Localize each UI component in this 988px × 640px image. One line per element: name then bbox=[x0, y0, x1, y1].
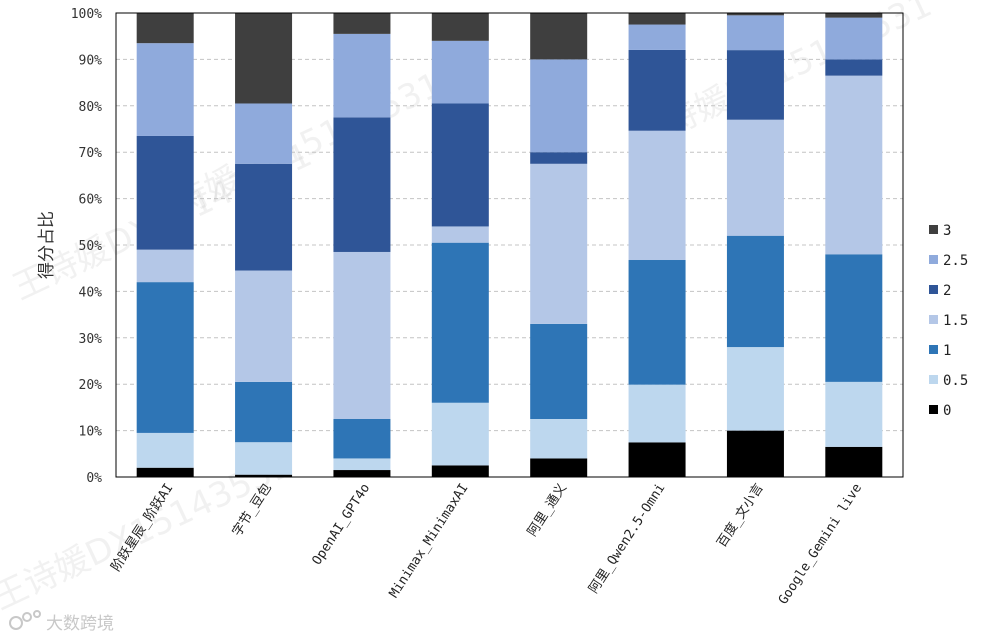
bar-segment bbox=[628, 13, 686, 25]
bar-segment bbox=[333, 13, 391, 34]
bar-segment bbox=[726, 347, 784, 431]
y-tick-label: 20% bbox=[79, 378, 103, 393]
y-axis-label: 得分占比 bbox=[37, 211, 57, 279]
y-tick-label: 10% bbox=[79, 425, 103, 440]
bar-segment bbox=[431, 465, 489, 477]
bar-segment bbox=[628, 130, 686, 261]
bar-segment bbox=[235, 474, 293, 477]
bar-segment bbox=[530, 163, 588, 324]
x-category-label: 百度_文小言 bbox=[714, 480, 767, 550]
bar-segment bbox=[333, 251, 391, 419]
y-tick-label: 50% bbox=[79, 239, 103, 254]
bar-segment bbox=[530, 458, 588, 477]
legend: 3 2.5 2 1.5 1 0.5 0 bbox=[929, 223, 968, 419]
bar-segment bbox=[431, 242, 489, 403]
legend-swatch bbox=[929, 315, 938, 324]
bar-segment bbox=[628, 49, 686, 131]
bar-segment bbox=[431, 40, 489, 104]
y-tick-label: 40% bbox=[79, 285, 103, 300]
bar-segment bbox=[825, 59, 883, 76]
y-tick-label: 30% bbox=[79, 332, 103, 347]
bar-segment bbox=[235, 381, 293, 443]
bar-segment bbox=[530, 13, 588, 60]
x-category-label: Minimax_MinimaxAI bbox=[387, 481, 472, 601]
bars bbox=[136, 13, 883, 477]
bar-segment bbox=[825, 381, 883, 447]
bar-segment bbox=[333, 117, 391, 252]
bar-segment bbox=[530, 323, 588, 419]
bar-segment bbox=[235, 13, 293, 104]
bar-segment bbox=[431, 13, 489, 41]
bar-segment bbox=[726, 430, 784, 477]
legend-label: 3 bbox=[943, 223, 951, 239]
y-tick-label: 100% bbox=[71, 7, 102, 22]
x-category-label: 阿里_Qwen2.5-Omni bbox=[586, 481, 668, 596]
bar-segment bbox=[431, 226, 489, 243]
x-category-label: 阿里_通义 bbox=[525, 481, 570, 539]
bar-segment bbox=[235, 103, 293, 164]
y-tick-label: 80% bbox=[79, 100, 103, 115]
legend-label: 0 bbox=[943, 403, 951, 419]
bar-segment bbox=[235, 442, 293, 475]
bar-segment bbox=[431, 103, 489, 227]
bar-segment bbox=[825, 75, 883, 255]
bar-segment bbox=[431, 402, 489, 466]
y-tick-label: 60% bbox=[79, 193, 103, 208]
bar-segment bbox=[726, 15, 784, 51]
bar-segment bbox=[628, 384, 686, 443]
y-tick-label: 70% bbox=[79, 146, 103, 161]
bar-segment bbox=[333, 419, 391, 459]
bar-segment bbox=[726, 13, 784, 16]
legend-swatch bbox=[929, 225, 938, 234]
legend-label: 2 bbox=[943, 283, 951, 299]
bar-segment bbox=[726, 50, 784, 120]
x-category-label: OpenAI_GPT4o bbox=[310, 481, 374, 568]
bar-segment bbox=[530, 59, 588, 153]
bar-segment bbox=[530, 419, 588, 459]
brand-logo: 大数跨境 bbox=[9, 610, 114, 634]
bar-segment bbox=[333, 33, 391, 118]
bar-segment bbox=[136, 135, 194, 250]
bar-segment bbox=[628, 260, 686, 385]
bar-segment bbox=[136, 282, 194, 433]
brand-logo-icon bbox=[9, 610, 41, 630]
bar-segment bbox=[333, 470, 391, 477]
y-tick-label: 90% bbox=[79, 53, 103, 68]
x-category-label: Google_Gemini live bbox=[776, 481, 865, 607]
legend-label: 1 bbox=[943, 343, 951, 359]
bar-segment bbox=[628, 442, 686, 477]
bar-segment bbox=[726, 235, 784, 348]
brand-logo-text: 大数跨境 bbox=[46, 614, 114, 634]
bar-segment bbox=[530, 152, 588, 164]
bar-segment bbox=[825, 254, 883, 382]
bar-segment bbox=[235, 270, 293, 382]
legend-label: 1.5 bbox=[943, 313, 968, 329]
bar-segment bbox=[235, 163, 293, 271]
bar-segment bbox=[136, 43, 194, 136]
legend-swatch bbox=[929, 255, 938, 264]
bar-segment bbox=[726, 119, 784, 236]
y-axis-ticks: 0% 10% 20% 30% 40% 50% 60% 70% 80% 90% 100% bbox=[71, 7, 102, 486]
legend-label: 0.5 bbox=[943, 373, 968, 389]
bar-segment bbox=[825, 17, 883, 60]
bar-segment bbox=[136, 13, 194, 44]
legend-swatch bbox=[929, 405, 938, 414]
bar-segment bbox=[136, 432, 194, 468]
gridlines bbox=[116, 58, 903, 432]
bar-segment bbox=[136, 467, 194, 477]
bar-segment bbox=[825, 13, 883, 18]
y-tick-label: 0% bbox=[86, 471, 102, 486]
bar-segment bbox=[333, 458, 391, 471]
bar-segment bbox=[825, 446, 883, 477]
bar-segment bbox=[628, 24, 686, 50]
bar-segment bbox=[136, 249, 194, 283]
legend-swatch bbox=[929, 285, 938, 294]
legend-swatch bbox=[929, 345, 938, 354]
plot-frame bbox=[115, 12, 904, 478]
legend-label: 2.5 bbox=[943, 253, 968, 269]
legend-swatch bbox=[929, 375, 938, 384]
